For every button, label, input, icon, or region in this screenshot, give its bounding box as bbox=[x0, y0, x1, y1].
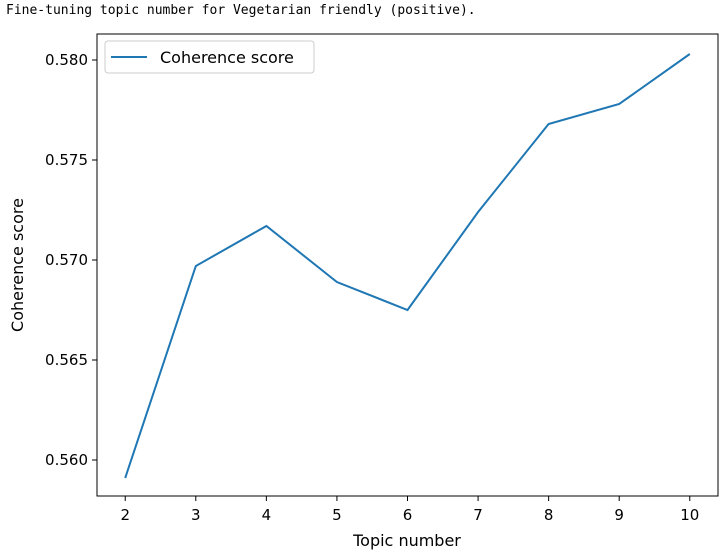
y-tick-label: 0.580 bbox=[45, 51, 88, 69]
legend: Coherence score bbox=[104, 40, 315, 74]
x-tick-label: 2 bbox=[120, 506, 130, 524]
x-tick-label: 4 bbox=[262, 506, 272, 524]
output-caption: Fine-tuning topic number for Vegetarian … bbox=[6, 3, 476, 18]
x-axis-ticks: 2 3 4 5 6 7 8 9 10 bbox=[120, 496, 699, 524]
x-tick-label: 9 bbox=[614, 506, 624, 524]
x-tick-label: 3 bbox=[191, 506, 201, 524]
legend-label: Coherence score bbox=[160, 48, 294, 67]
x-tick-label: 10 bbox=[680, 506, 699, 524]
x-tick-label: 5 bbox=[332, 506, 342, 524]
plot-frame bbox=[96, 33, 719, 497]
x-tick-label: 7 bbox=[473, 506, 483, 524]
x-axis-label: Topic number bbox=[352, 531, 461, 550]
y-tick-label: 0.575 bbox=[45, 151, 88, 169]
legend-box bbox=[104, 40, 315, 74]
y-axis-label: Coherence score bbox=[8, 198, 27, 332]
y-tick-label: 0.570 bbox=[45, 251, 88, 269]
y-tick-label: 0.565 bbox=[45, 351, 88, 369]
y-axis-ticks: 0.560 0.565 0.570 0.575 0.580 bbox=[45, 51, 97, 469]
x-tick-label: 6 bbox=[403, 506, 413, 524]
y-tick-label: 0.560 bbox=[45, 451, 88, 469]
series-line-coherence-score bbox=[124, 53, 691, 479]
x-tick-label: 8 bbox=[544, 506, 554, 524]
